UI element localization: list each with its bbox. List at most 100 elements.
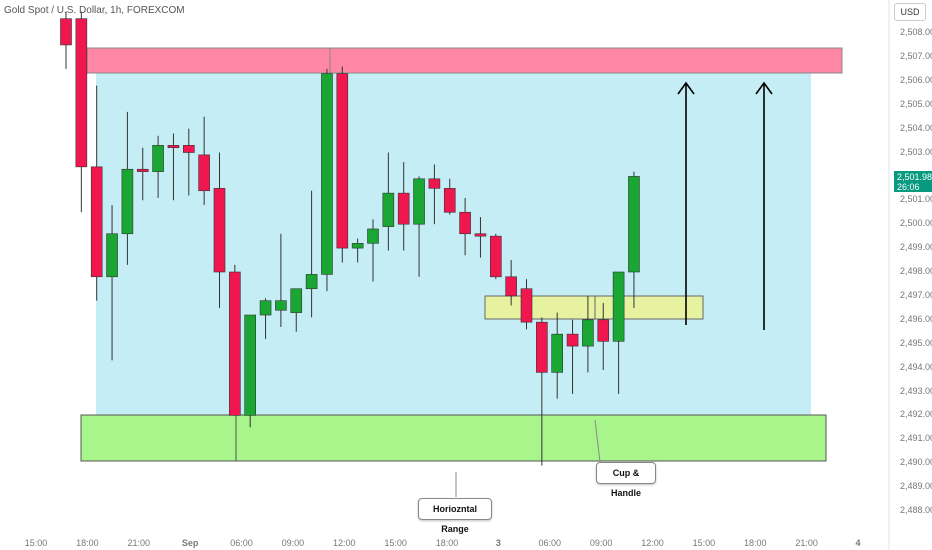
- candle-body: [106, 233, 118, 278]
- candle-body: [321, 73, 333, 275]
- price-tick-label: 2,489.00: [900, 481, 932, 492]
- time-tick-label: 21:00: [795, 538, 818, 548]
- price-tick-label: 2,493.00: [900, 385, 932, 396]
- candle: [443, 178, 456, 215]
- candle-body: [229, 271, 241, 416]
- candle: [244, 314, 256, 428]
- target-arrow-1: [677, 81, 695, 325]
- candle: [90, 85, 103, 301]
- candle-body: [536, 321, 548, 373]
- price-tick-label: 2,494.00: [900, 361, 932, 372]
- time-tick-label: 3: [495, 538, 501, 548]
- time-tick-label: 15:00: [24, 538, 48, 548]
- price-tick-label: 2,492.00: [900, 409, 932, 420]
- cup-callout-pointer: [594, 419, 601, 463]
- time-tick-label: 18:00: [435, 538, 459, 548]
- candle-body: [152, 145, 164, 172]
- candle-body: [582, 319, 594, 347]
- time-tick-label: 18:00: [76, 538, 99, 548]
- candle: [505, 260, 517, 306]
- currency-selector[interactable]: USD: [894, 3, 926, 21]
- symbol-title: Gold Spot / U.S. Dollar, 1h, FOREXCOM: [4, 5, 185, 16]
- candle: [213, 152, 226, 308]
- candle-body: [382, 192, 395, 227]
- candle: [75, 11, 88, 213]
- price-tick-label: 2,488.00: [900, 505, 932, 515]
- candle: [536, 317, 548, 466]
- candle: [566, 319, 579, 394]
- time-tick-label: 06:00: [538, 538, 562, 548]
- time-tick-label: 21:00: [127, 538, 151, 548]
- candle: [428, 164, 441, 225]
- candle-body: [121, 168, 134, 235]
- candle-body: [413, 178, 425, 225]
- price-tick-label: 2,503.00: [900, 146, 932, 157]
- candle: [106, 205, 118, 361]
- candle-body: [244, 314, 256, 416]
- candle-body: [336, 73, 349, 249]
- price-tick-label: 2,508.00: [900, 27, 932, 37]
- handle-zone: [484, 295, 704, 320]
- candle-body: [305, 274, 318, 290]
- last-price: 2,501.98: [897, 172, 932, 182]
- bar-countdown: 26:06: [897, 182, 920, 192]
- candle: [628, 171, 640, 308]
- price-tick-label: 2,498.00: [900, 266, 932, 276]
- candle-body: [198, 154, 210, 192]
- candle: [198, 116, 210, 206]
- candle-body: [505, 276, 517, 297]
- support-zone: [80, 414, 827, 462]
- horizontal-range-label[interactable]: Horiozntal Range: [418, 498, 492, 534]
- candles-group: [60, 11, 640, 466]
- candle: [305, 190, 318, 318]
- price-tick-label: 2,490.00: [900, 457, 932, 468]
- time-tick-label: 12:00: [332, 538, 356, 548]
- time-tick-label: Sep: [181, 538, 199, 548]
- target-arrow-2: [755, 81, 773, 330]
- candle: [321, 68, 333, 292]
- candle-body: [428, 178, 441, 189]
- price-tick-label: 2,505.00: [900, 98, 932, 109]
- candle: [397, 162, 410, 251]
- candle: [290, 288, 303, 332]
- time-tick-label: 4: [855, 538, 861, 548]
- last-price-badge: 2,501.98 26:06: [894, 171, 932, 192]
- candle-body: [90, 166, 103, 278]
- candle: [351, 238, 364, 263]
- candle-body: [213, 188, 226, 273]
- price-tick-label: 2,506.00: [900, 74, 932, 85]
- cup-handle-label[interactable]: Cup & Handle: [596, 462, 656, 498]
- time-tick-label: 09:00: [589, 538, 613, 548]
- candle-body: [275, 300, 287, 311]
- time-tick-label: 15:00: [384, 538, 407, 548]
- candle: [229, 264, 241, 416]
- price-tick-label: 2,491.00: [900, 433, 932, 444]
- price-tick-label: 2,499.00: [900, 242, 932, 253]
- candle: [367, 219, 379, 282]
- price-tick-label: 2,500.00: [900, 218, 932, 229]
- candle-body: [367, 228, 379, 244]
- time-tick-label: 12:00: [641, 538, 664, 548]
- candle: [382, 152, 395, 251]
- candle-body: [612, 271, 625, 342]
- candle: [413, 176, 425, 277]
- candle-body: [397, 192, 410, 225]
- candle-body: [628, 176, 640, 273]
- resistance-zone: [86, 47, 843, 74]
- candle: [474, 217, 487, 258]
- horizontal-range-zone: [96, 70, 811, 415]
- candle: [582, 295, 594, 373]
- candle: [259, 298, 272, 339]
- candle-body: [60, 18, 72, 46]
- candle-body: [183, 145, 195, 153]
- candle-body: [459, 211, 471, 235]
- candle: [489, 233, 502, 280]
- time-tick-label: 18:00: [743, 538, 767, 548]
- candle-body: [551, 333, 564, 373]
- price-tick-label: 2,495.00: [900, 337, 932, 348]
- candle-body: [351, 243, 364, 249]
- candle: [167, 133, 180, 201]
- candle: [121, 111, 134, 265]
- candle: [60, 11, 72, 69]
